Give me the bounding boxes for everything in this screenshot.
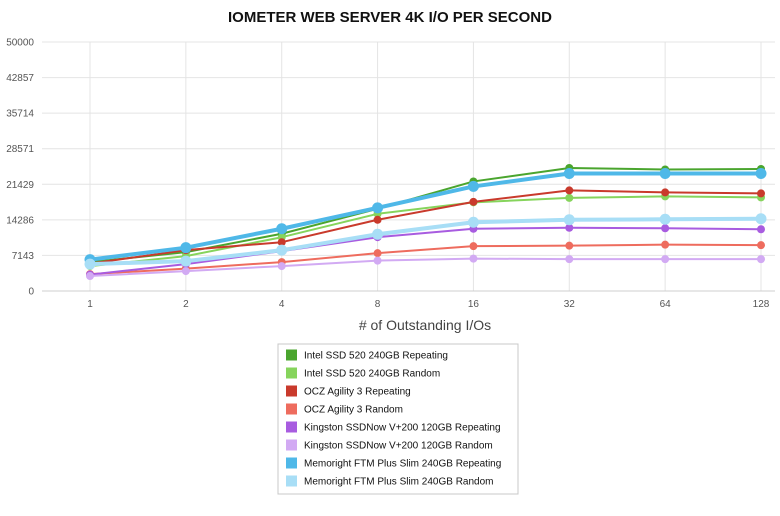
legend-swatch [286, 457, 297, 469]
data-point [659, 167, 671, 179]
data-point [565, 193, 574, 202]
data-point [373, 249, 382, 258]
y-tick-label: 42857 [6, 73, 34, 84]
data-point [276, 244, 288, 256]
legend-swatch [286, 349, 297, 361]
data-point [757, 241, 765, 250]
data-point [661, 188, 670, 197]
legend-label: OCZ Agility 3 Repeating [304, 387, 411, 398]
data-point [469, 254, 478, 263]
series-line [89, 226, 762, 276]
legend-label: Intel SSD 520 240GB Repeating [304, 351, 448, 362]
legend-swatch [286, 403, 297, 415]
series-line [89, 257, 761, 278]
data-point [565, 255, 574, 264]
x-axis-label: # of Outstanding I/Os [359, 317, 491, 333]
y-tick-label: 7143 [12, 251, 35, 262]
y-tick-label: 35714 [6, 109, 34, 120]
series-8 [84, 213, 767, 270]
series-line [89, 216, 762, 267]
data-point [661, 240, 670, 249]
data-point [755, 167, 767, 179]
x-tick-label: 2 [183, 299, 189, 310]
data-point [563, 167, 575, 179]
data-point [467, 216, 479, 228]
y-tick-label: 28571 [6, 144, 34, 155]
data-point [565, 241, 574, 250]
data-point [469, 242, 478, 251]
y-tick-label: 14286 [6, 215, 34, 226]
chart-title: IOMETER WEB SERVER 4K I/O PER SECOND [228, 9, 552, 26]
data-point [757, 255, 765, 264]
data-point [181, 267, 190, 276]
x-tick-label: 8 [375, 299, 381, 310]
series-line [89, 243, 762, 276]
data-point [467, 180, 479, 192]
series-lines [84, 163, 767, 281]
data-point [661, 224, 670, 233]
legend-label: OCZ Agility 3 Random [304, 405, 403, 416]
data-point [373, 215, 382, 224]
data-point [755, 213, 767, 225]
data-point [277, 262, 286, 271]
data-point [565, 186, 574, 195]
x-tick-label: 64 [660, 299, 672, 310]
data-point [661, 255, 670, 264]
legend: Intel SSD 520 240GB Repeating Intel SSD 5… [277, 343, 519, 495]
x-tick-label: 1 [87, 299, 93, 310]
legend-label: Kingston SSDNow V+200 120GB Random [304, 441, 493, 452]
series-6 [86, 254, 765, 281]
legend-label: Memoright FTM Plus Slim 240GB Repeating [304, 459, 501, 470]
data-point [277, 238, 286, 247]
y-tick-label: 21429 [6, 180, 34, 191]
data-point [372, 228, 384, 240]
legend-box [277, 343, 519, 495]
data-point [565, 223, 574, 232]
data-point [84, 258, 96, 270]
data-point [180, 255, 192, 267]
legend-swatch [286, 439, 297, 451]
legend-swatch [286, 385, 297, 397]
series-line [89, 189, 762, 265]
data-point [757, 189, 765, 198]
data-point [372, 202, 384, 214]
legend-swatch [286, 367, 297, 379]
data-point [86, 272, 94, 281]
x-tick-label: 16 [468, 299, 480, 310]
data-point [659, 213, 671, 225]
x-tick-label: 4 [279, 299, 285, 310]
legend-label: Intel SSD 520 240GB Random [304, 369, 440, 380]
legend-label: Kingston SSDNow V+200 120GB Repeating [304, 423, 501, 434]
legend-swatch [286, 475, 297, 487]
series-line [89, 171, 761, 262]
series-7 [84, 167, 767, 266]
x-tick-label: 32 [564, 299, 576, 310]
x-tick-label: 128 [753, 299, 770, 310]
series-line [89, 195, 762, 268]
data-point [563, 214, 575, 226]
data-point [180, 242, 192, 254]
data-point [276, 223, 288, 235]
legend-swatch [286, 421, 297, 433]
legend-label: Memoright FTM Plus Slim 240GB Random [304, 477, 494, 488]
data-point [469, 197, 478, 206]
y-tick-label: 0 [28, 287, 34, 298]
x-axis-ticks: 1 2 4 8 16 32 64 128 [87, 299, 770, 310]
data-point [373, 256, 382, 265]
y-axis-ticks: 0 7143 14286 21429 28571 35714 42857 50000 [6, 38, 34, 298]
data-point [757, 225, 765, 234]
y-tick-label: 50000 [6, 38, 34, 49]
